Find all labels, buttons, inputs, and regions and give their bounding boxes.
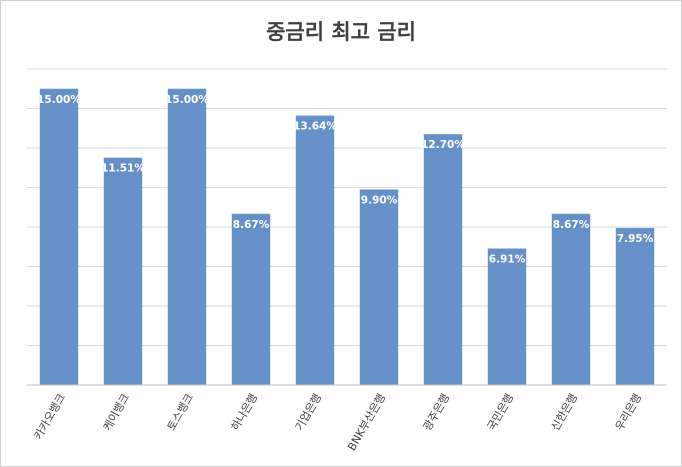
data-label: 13.64% <box>293 121 337 133</box>
data-label: 7.95% <box>617 233 654 245</box>
bar <box>359 189 399 385</box>
data-label: 15.00% <box>37 94 81 106</box>
data-label: 6.91% <box>489 254 526 266</box>
data-label: 15.00% <box>165 94 209 106</box>
data-label: 12.70% <box>421 139 465 151</box>
data-label: 8.67% <box>553 219 590 231</box>
bar <box>423 134 463 385</box>
bar <box>231 213 271 385</box>
bar <box>103 157 143 385</box>
bar <box>167 88 207 385</box>
bar <box>551 213 591 385</box>
bar <box>39 88 79 385</box>
chart-title: 중금리 최고 금리 <box>266 20 416 44</box>
bar <box>295 115 335 386</box>
data-label: 8.67% <box>233 219 270 231</box>
data-label: 11.51% <box>101 163 145 175</box>
bar <box>615 227 655 385</box>
data-label: 9.90% <box>361 194 398 206</box>
bar <box>487 248 527 385</box>
